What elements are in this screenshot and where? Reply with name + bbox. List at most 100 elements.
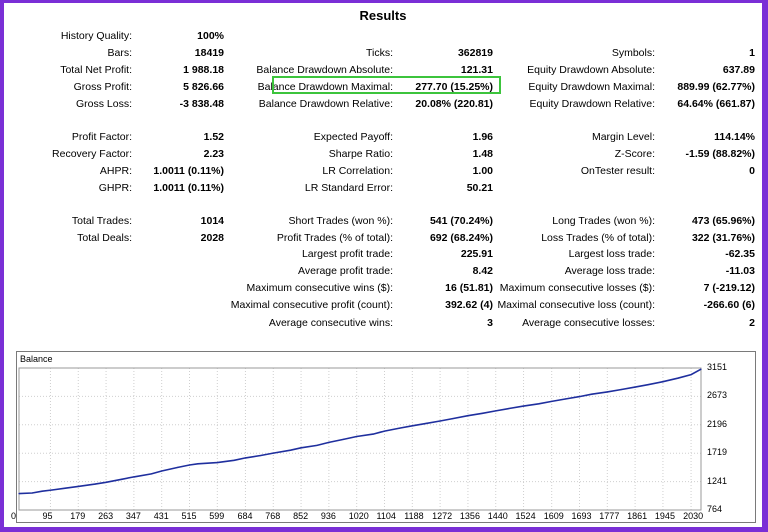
x-tick-label-14: 1188 — [404, 511, 424, 521]
col3-label-2: Equity Drawdown Maximal: — [528, 81, 655, 93]
col2-value-5: 1.48 — [472, 148, 493, 160]
balance-point-46 — [647, 384, 649, 386]
y-tick-label-1: 2673 — [707, 390, 728, 401]
x-tick-label-6: 515 — [181, 511, 197, 521]
col3-label-11: Maximum consecutive losses ($): — [499, 282, 655, 294]
x-tick-label-21: 1777 — [599, 511, 620, 521]
x-tick-label-4: 347 — [125, 511, 141, 521]
col3-label-10: Average loss trade: — [564, 265, 655, 277]
col1-label-2: Total Net Profit: — [60, 64, 132, 76]
col1-value-1: 18419 — [194, 47, 224, 59]
x-tick-label-0: 0 — [11, 511, 17, 521]
col3-value-6: 0 — [749, 165, 755, 177]
balance-point-44 — [620, 388, 623, 391]
x-tick-label-2: 179 — [70, 511, 86, 521]
balance-point-34 — [481, 412, 484, 414]
balance-point-20 — [289, 449, 292, 451]
col1-value-3: 5 826.66 — [183, 81, 224, 93]
balance-point-5 — [77, 485, 79, 487]
balance-point-12 — [177, 466, 179, 468]
col2-value-12: 16 (51.81) — [445, 282, 493, 294]
col2-label-4: Expected Payoff: — [313, 131, 393, 143]
x-tick-label-5: 431 — [153, 511, 169, 521]
balance-point-38 — [538, 403, 540, 405]
col2-label-1: Balance Drawdown Absolute: — [256, 64, 393, 76]
col3-label-12: Maximal consecutive loss (count): — [497, 299, 655, 311]
col2-label-7: LR Standard Error: — [304, 182, 393, 194]
col2-value-8: 541 (70.24%) — [429, 215, 493, 227]
balance-point-11 — [161, 470, 163, 472]
balance-point-33 — [467, 415, 469, 417]
col3-value-0: 1 — [749, 47, 755, 59]
col2-label-12: Maximum consecutive wins ($): — [246, 282, 393, 294]
balance-point-47 — [662, 381, 664, 383]
balance-point-40 — [564, 398, 566, 400]
x-tick-label-11: 936 — [320, 511, 336, 521]
balance-point-1 — [31, 492, 33, 494]
col2-value-9: 692 (68.24%) — [429, 232, 493, 244]
col1-label-7: AHPR: — [99, 165, 132, 177]
balance-point-25 — [356, 435, 358, 438]
col3-value-9: -62.35 — [725, 248, 755, 260]
balance-point-31 — [439, 420, 441, 422]
x-tick-label-12: 1020 — [348, 511, 369, 521]
col2-label-5: Sharpe Ratio: — [328, 148, 393, 160]
col3-label-8: Loss Trades (% of total): — [541, 232, 655, 244]
balance-point-50 — [700, 368, 702, 370]
col1-label-8: GHPR: — [98, 182, 132, 194]
col1-label-5: Profit Factor: — [71, 131, 132, 143]
x-tick-label-15: 1272 — [432, 511, 453, 521]
col1-value-8: 1.0011 (0.11%) — [153, 182, 224, 194]
balance-point-32 — [452, 418, 454, 420]
col3-value-10: -11.03 — [725, 265, 755, 277]
x-tick-label-3: 263 — [98, 511, 114, 521]
balance-point-28 — [399, 427, 401, 429]
col2-value-0: 362819 — [457, 47, 493, 59]
balance-point-49 — [690, 374, 692, 376]
col3-label-4: Margin Level: — [591, 131, 655, 143]
col3-label-9: Largest loss trade: — [568, 248, 655, 260]
col2-value-7: 50.21 — [466, 182, 493, 194]
x-tick-label-10: 852 — [293, 511, 309, 521]
balance-point-22 — [316, 444, 318, 446]
balance-point-7 — [105, 481, 107, 483]
col3-label-3: Equity Drawdown Relative: — [529, 98, 655, 110]
col3-value-1: 637.89 — [722, 64, 755, 76]
y-tick-label-2: 2196 — [707, 418, 728, 429]
y-tick-label-0: 3151 — [707, 362, 728, 372]
col2-value-4: 1.96 — [472, 131, 493, 143]
x-tick-label-20: 1693 — [571, 511, 592, 521]
col3-value-8: 322 (31.76%) — [691, 232, 755, 244]
balance-point-4 — [64, 487, 66, 489]
col1-label-1: Bars: — [107, 47, 132, 59]
x-tick-label-17: 1440 — [487, 511, 508, 521]
balance-point-18 — [260, 454, 262, 457]
col2-value-10: 225.91 — [460, 248, 493, 260]
y-tick-label-3: 1719 — [707, 447, 728, 458]
col2-label-14: Average consecutive wins: — [268, 317, 393, 329]
col3-label-5: Z-Score: — [614, 148, 655, 160]
balance-point-30 — [425, 422, 427, 424]
col3-label-6: OnTester result: — [580, 165, 655, 177]
col1-label-10: Total Deals: — [77, 232, 132, 244]
chart-title: Balance — [20, 354, 53, 364]
col2-label-11: Average profit trade: — [298, 265, 393, 277]
balance-point-37 — [522, 405, 525, 407]
balance-point-3 — [51, 489, 53, 491]
col1-value-4: -3 838.48 — [179, 98, 224, 110]
x-tick-label-19: 1609 — [543, 511, 564, 521]
col1-value-9: 1014 — [200, 215, 224, 227]
col2-label-2: Balance Drawdown Maximal: — [257, 81, 393, 93]
balance-point-2 — [41, 490, 43, 492]
balance-point-24 — [342, 438, 344, 440]
col3-label-13: Average consecutive losses: — [522, 317, 655, 329]
col3-value-11: 7 (-219.12) — [703, 282, 755, 294]
col3-value-13: 2 — [749, 317, 755, 329]
col2-value-1: 121.31 — [460, 64, 493, 76]
col3-value-2: 889.99 (62.77%) — [677, 81, 755, 93]
balance-chart: Balance 3151 2673 2196 1719 1241 764 0 95 179 26… — [11, 351, 756, 523]
balance-point-16 — [233, 459, 235, 461]
balance-point-41 — [578, 396, 581, 398]
x-tick-label-8: 684 — [237, 511, 253, 521]
col3-label-1: Equity Drawdown Absolute: — [527, 64, 655, 76]
